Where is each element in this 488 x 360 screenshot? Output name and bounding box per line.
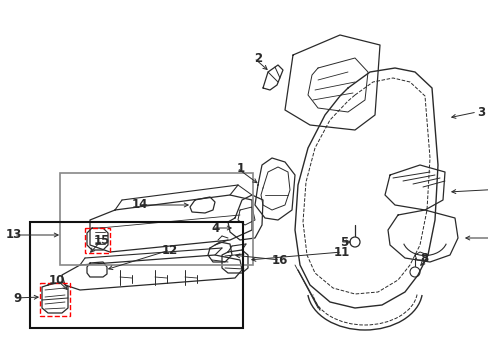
Text: 9: 9 [14, 292, 22, 305]
Text: 5: 5 [339, 235, 347, 248]
Bar [30, 222, 243, 328]
Text: 8: 8 [419, 252, 427, 265]
Text: 12: 12 [162, 243, 178, 256]
Text: 16: 16 [271, 253, 287, 266]
Text: 4: 4 [211, 221, 220, 234]
Bar [60, 173, 252, 265]
Text: 2: 2 [253, 51, 262, 64]
Text: 13: 13 [6, 229, 22, 242]
Text: 10: 10 [49, 274, 65, 287]
Text: 3: 3 [476, 105, 484, 118]
Text: 14: 14 [131, 198, 148, 211]
Text: 1: 1 [236, 162, 244, 175]
Bar [40, 283, 70, 316]
Bar [85, 228, 110, 253]
Text: 15: 15 [93, 234, 110, 247]
Text: 11: 11 [333, 246, 349, 258]
